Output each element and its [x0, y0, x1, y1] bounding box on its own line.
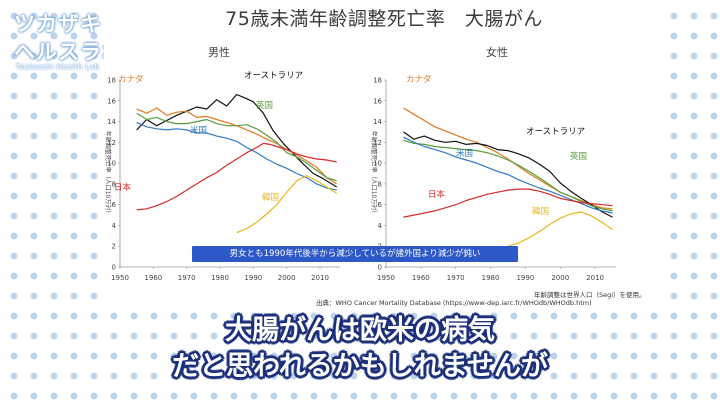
- y-tick-label: 0: [112, 264, 116, 272]
- y-tick-label: 12: [373, 139, 382, 147]
- y-tick-label: 12: [107, 139, 116, 147]
- y-tick-label: 2: [112, 243, 116, 251]
- series-label: 英国: [256, 100, 273, 111]
- summary-banner: 男女とも1990年代後半から減少しているが諸外国より減少が鈍い: [192, 246, 518, 262]
- y-tick-label: 0: [378, 264, 382, 272]
- x-tick-label: 1980: [211, 274, 229, 282]
- x-tick-label: 1970: [178, 274, 196, 282]
- panel-title-female: 女性: [486, 46, 508, 59]
- series-label: 日本: [428, 189, 446, 200]
- age-adjustment-note: 年齢調整は世界人口（Segi）を使用。: [534, 291, 646, 299]
- series-line-韓国: [236, 175, 338, 234]
- y-tick-label: 14: [373, 118, 382, 126]
- y-tick-label: 10: [373, 160, 382, 168]
- series-line-英国: [136, 112, 337, 182]
- subtitle-caption: 大腸がんは欧米の病気 だと思われるかもしれませんが: [0, 313, 720, 385]
- x-tick-label: 1950: [111, 274, 129, 282]
- series-label: 英国: [570, 151, 587, 162]
- series-label: カナダ: [406, 74, 432, 85]
- y-tick-label: 6: [378, 201, 383, 209]
- chart-female: 0246810121416181950196019701980199020002…: [370, 74, 616, 282]
- x-tick-label: 1960: [412, 274, 430, 282]
- y-tick-label: 18: [107, 77, 116, 85]
- y-axis-label: 年齢調整死亡率（人口10万対）: [104, 131, 112, 217]
- series-line-日本: [403, 188, 613, 218]
- panel-title-male: 男性: [208, 46, 230, 59]
- series-line-オーストラリア: [403, 131, 613, 218]
- y-tick-label: 16: [373, 97, 382, 105]
- series-label: 韓国: [262, 192, 279, 203]
- x-tick-label: 1960: [144, 274, 162, 282]
- y-tick-label: 14: [107, 118, 116, 126]
- caption-line2: だと思われるかもしれませんが: [172, 351, 548, 382]
- source-note: 出典：WHO Cancer Mortality Database (https:…: [316, 299, 592, 307]
- series-label: オーストラリア: [526, 127, 585, 137]
- slide-title: 75歳未満年齢調整死亡率 大腸がん: [225, 8, 543, 30]
- x-tick-label: 1970: [447, 274, 465, 282]
- x-tick-label: 1980: [482, 274, 500, 282]
- series-label: 韓国: [532, 206, 549, 217]
- y-tick-label: 18: [373, 77, 382, 85]
- x-tick-label: 2000: [551, 274, 569, 282]
- x-tick-label: 1950: [377, 274, 395, 282]
- series-line-米国: [136, 122, 337, 191]
- series-line-カナダ: [403, 107, 613, 210]
- y-tick-label: 4: [378, 222, 383, 230]
- x-tick-label: 1990: [516, 274, 534, 282]
- series-line-日本: [136, 142, 337, 211]
- series-line-オーストラリア: [136, 93, 338, 188]
- y-axis-label: 年齢調整死亡率（人口10万対）: [370, 131, 378, 217]
- logo-line1: ツカザキ: [14, 12, 102, 36]
- y-tick-label: 4: [112, 222, 117, 230]
- series-label: 日本: [114, 182, 132, 193]
- y-tick-label: 8: [378, 180, 382, 188]
- x-tick-label: 2000: [278, 274, 296, 282]
- slide: 75歳未満年齢調整死亡率 大腸がん 男性 女性 0 2 4 6 8 10 12 14 16 18 1…: [104, 0, 664, 312]
- series-label: カナダ: [118, 74, 144, 85]
- series-label: 米国: [456, 148, 473, 159]
- series-line-韓国: [507, 211, 613, 247]
- x-tick-label: 2010: [311, 274, 329, 282]
- logo-subtitle: Tsukazaki Health Lab: [16, 63, 100, 71]
- chart-male: 0 2 4 6 8 10 12 14 16 18 1950 1960 1970 1980 1990 2000 2…: [104, 71, 340, 282]
- y-tick-label: 10: [107, 160, 116, 168]
- series-line-英国: [403, 139, 613, 212]
- caption-line1: 大腸がんは欧米の病気: [225, 315, 495, 346]
- x-tick-label: 2010: [586, 274, 604, 282]
- y-tick-label: 16: [107, 97, 116, 105]
- y-tick-label: 8: [112, 180, 116, 188]
- x-tick-label: 1990: [244, 274, 262, 282]
- series-label: 米国: [190, 125, 207, 136]
- y-tick-label: 6: [112, 201, 117, 209]
- series-label: オーストラリア: [244, 71, 303, 81]
